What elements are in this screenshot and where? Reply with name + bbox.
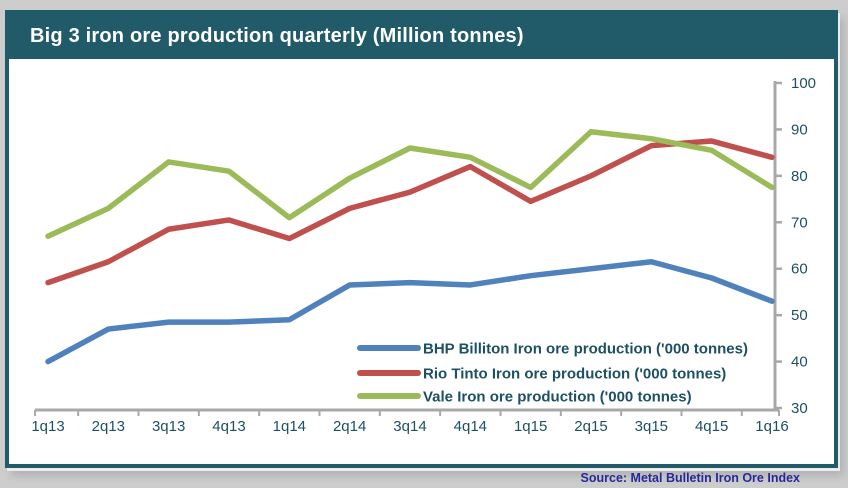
x-tick-label: 1q14	[273, 418, 306, 435]
source-caption: Source: Metal Bulletin Iron Ore Index	[580, 471, 800, 485]
y-tick-label: 50	[791, 307, 808, 324]
series-line-rio-tinto	[45, 138, 775, 286]
y-tick-label: 100	[791, 75, 816, 92]
legend-label: Rio Tinto Iron ore production ('000 tonn…	[423, 366, 726, 383]
series-line-vale	[45, 129, 775, 239]
x-tick-label: 1q15	[514, 418, 547, 435]
x-tick-label: 4q15	[695, 418, 728, 435]
legend-label: Vale Iron ore production ('000 tonnes)	[423, 389, 692, 406]
chart-title: Big 3 iron ore production quarterly (Mil…	[30, 24, 524, 47]
x-tick-label: 3q15	[635, 418, 668, 435]
production-line-chart: 30 40 50 60 70 80 90 100 1q13 2q13 3q13 4q13 1q14 2q1…	[31, 75, 816, 435]
chart-header: Big 3 iron ore production quarterly (Mil…	[8, 13, 835, 59]
x-tick-label: 4q14	[454, 418, 487, 435]
y-tick-label: 80	[791, 168, 808, 185]
y-tick-label: 60	[791, 261, 808, 278]
chart-body: 30 40 50 60 70 80 90 100 1q13 2q13 3q13 4q13 1q14 2q1…	[9, 59, 834, 463]
y-tick-label: 40	[791, 354, 808, 371]
x-tick-label: 3q13	[152, 418, 185, 435]
x-tick-label: 2q15	[574, 418, 607, 435]
x-tick-label: 2q14	[333, 418, 366, 435]
chart-panel: Big 3 iron ore production quarterly (Mil…	[5, 10, 838, 468]
x-tick-label: 4q13	[212, 418, 245, 435]
x-tick-label: 2q13	[92, 418, 125, 435]
x-tick-label: 1q13	[31, 418, 64, 435]
series-line-bhp	[45, 259, 775, 365]
y-tick-label: 90	[791, 121, 808, 138]
y-tick-label: 70	[791, 214, 808, 231]
x-tick-label: 3q14	[393, 418, 426, 435]
legend-label: BHP Billiton Iron ore production ('000 t…	[423, 341, 748, 358]
y-tick-label: 30	[791, 400, 808, 417]
x-tick-label: 1q16	[755, 418, 788, 435]
